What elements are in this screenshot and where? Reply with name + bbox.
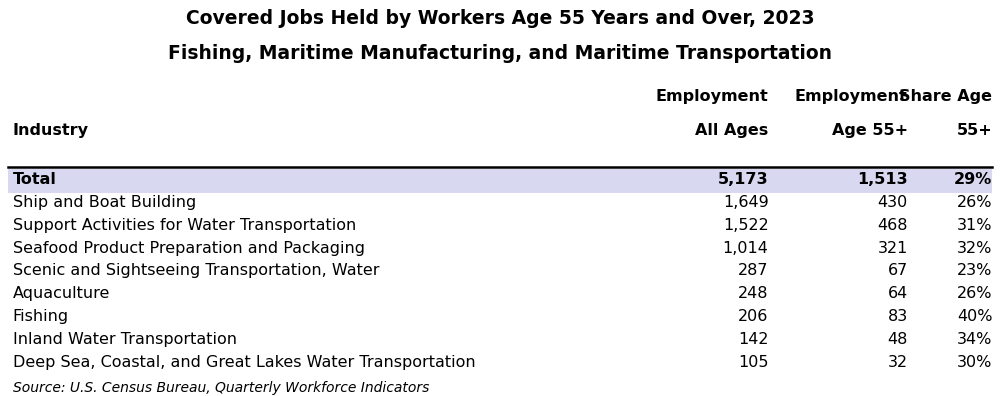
Text: Aquaculture: Aquaculture	[13, 286, 110, 301]
Text: Fishing, Maritime Manufacturing, and Maritime Transportation: Fishing, Maritime Manufacturing, and Mar…	[168, 44, 832, 63]
Text: 34%: 34%	[957, 332, 992, 347]
Text: 55+: 55+	[957, 124, 992, 139]
Text: Support Activities for Water Transportation: Support Activities for Water Transportat…	[13, 218, 356, 233]
Text: Source: U.S. Census Bureau, Quarterly Workforce Indicators: Source: U.S. Census Bureau, Quarterly Wo…	[13, 381, 429, 395]
Text: 67: 67	[887, 263, 908, 278]
Text: 26%: 26%	[957, 286, 992, 301]
Text: 32: 32	[888, 355, 908, 370]
Text: Age 55+: Age 55+	[832, 124, 908, 139]
Text: All Ages: All Ages	[695, 124, 769, 139]
Text: 248: 248	[738, 286, 769, 301]
Text: 468: 468	[877, 218, 908, 233]
Text: 40%: 40%	[957, 309, 992, 324]
Text: 31%: 31%	[957, 218, 992, 233]
Text: 26%: 26%	[957, 195, 992, 210]
Text: Industry: Industry	[13, 124, 89, 139]
Text: 142: 142	[738, 332, 769, 347]
Text: Deep Sea, Coastal, and Great Lakes Water Transportation: Deep Sea, Coastal, and Great Lakes Water…	[13, 355, 475, 370]
Text: 321: 321	[877, 241, 908, 255]
Text: Seafood Product Preparation and Packaging: Seafood Product Preparation and Packagin…	[13, 241, 365, 255]
Text: Employment: Employment	[795, 89, 908, 104]
FancyBboxPatch shape	[8, 169, 992, 193]
Text: 206: 206	[738, 309, 769, 324]
Text: Inland Water Transportation: Inland Water Transportation	[13, 332, 237, 347]
Text: 430: 430	[877, 195, 908, 210]
Text: 1,522: 1,522	[723, 218, 769, 233]
Text: Share Age: Share Age	[899, 89, 992, 104]
Text: 48: 48	[887, 332, 908, 347]
Text: 29%: 29%	[954, 172, 992, 187]
Text: Ship and Boat Building: Ship and Boat Building	[13, 195, 196, 210]
Text: Total: Total	[13, 172, 57, 187]
Text: Fishing: Fishing	[13, 309, 69, 324]
Text: 105: 105	[738, 355, 769, 370]
Text: 5,173: 5,173	[718, 172, 769, 187]
Text: 287: 287	[738, 263, 769, 278]
Text: 32%: 32%	[957, 241, 992, 255]
Text: Covered Jobs Held by Workers Age 55 Years and Over, 2023: Covered Jobs Held by Workers Age 55 Year…	[186, 9, 814, 28]
Text: 1,014: 1,014	[723, 241, 769, 255]
Text: 23%: 23%	[957, 263, 992, 278]
Text: Employment: Employment	[656, 89, 769, 104]
Text: 30%: 30%	[957, 355, 992, 370]
Text: Scenic and Sightseeing Transportation, Water: Scenic and Sightseeing Transportation, W…	[13, 263, 379, 278]
Text: 83: 83	[887, 309, 908, 324]
Text: 64: 64	[887, 286, 908, 301]
Text: 1,513: 1,513	[857, 172, 908, 187]
Text: 1,649: 1,649	[723, 195, 769, 210]
